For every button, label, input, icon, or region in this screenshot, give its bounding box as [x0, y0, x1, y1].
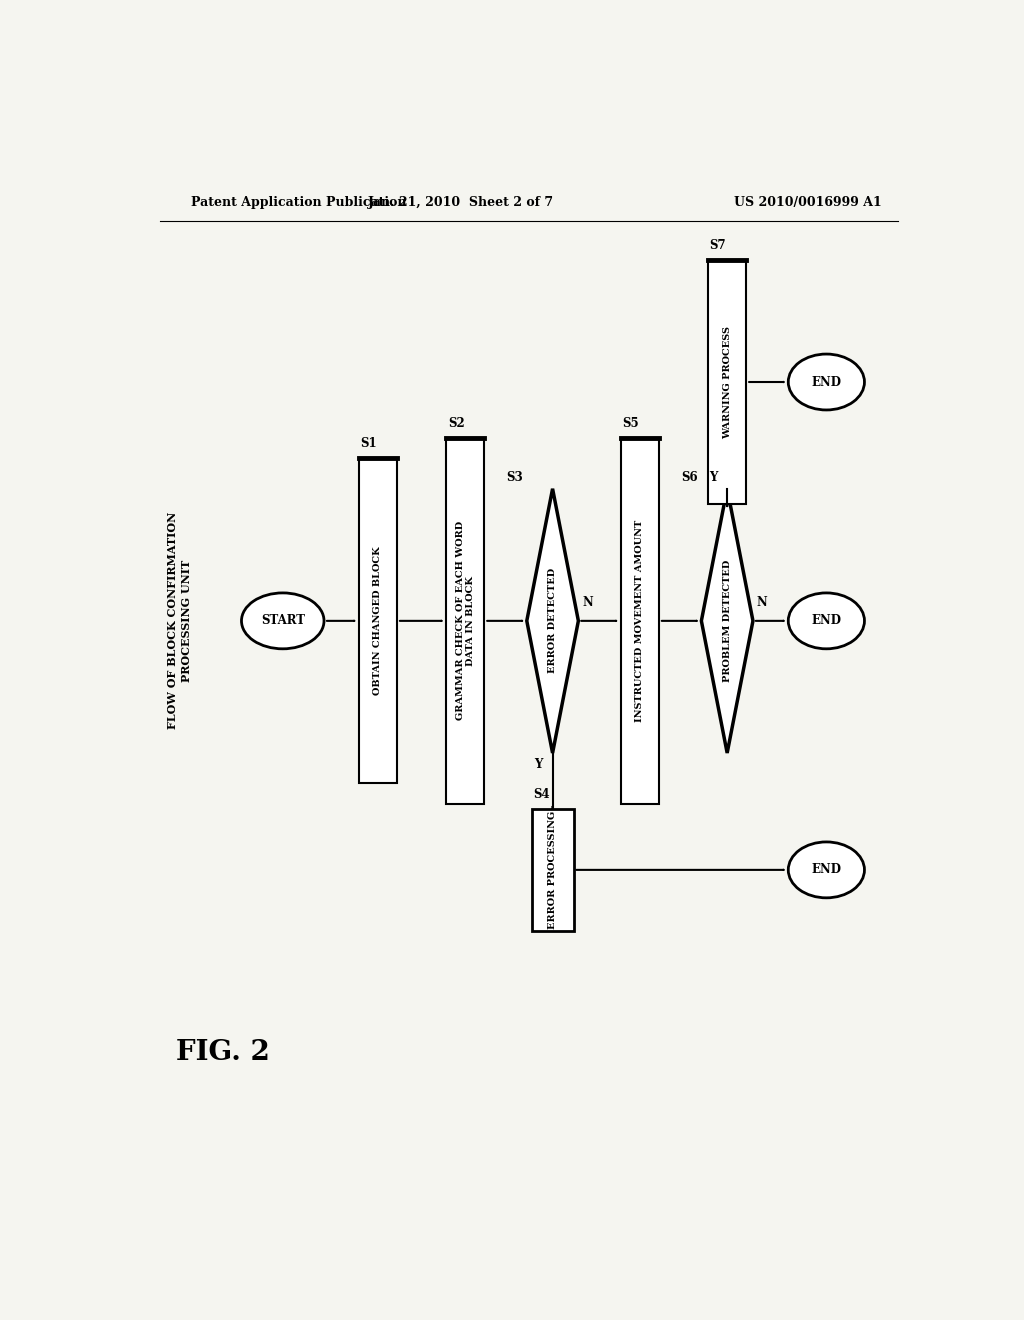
Text: S5: S5 — [623, 417, 639, 430]
Text: START: START — [261, 614, 305, 627]
Text: S6: S6 — [681, 471, 697, 483]
Text: S3: S3 — [506, 471, 523, 483]
Text: FIG. 2: FIG. 2 — [176, 1039, 269, 1067]
Text: GRAMMAR CHECK OF EACH WORD
DATA IN BLOCK: GRAMMAR CHECK OF EACH WORD DATA IN BLOCK — [456, 521, 475, 721]
Polygon shape — [621, 438, 658, 804]
Ellipse shape — [242, 593, 324, 649]
Polygon shape — [709, 260, 746, 504]
Text: ERROR PROCESSING: ERROR PROCESSING — [548, 810, 557, 929]
Ellipse shape — [788, 354, 864, 411]
Polygon shape — [526, 488, 579, 752]
Polygon shape — [359, 458, 397, 784]
Text: S7: S7 — [710, 239, 726, 252]
Text: N: N — [757, 597, 768, 609]
Text: Jan. 21, 2010  Sheet 2 of 7: Jan. 21, 2010 Sheet 2 of 7 — [369, 195, 554, 209]
Ellipse shape — [788, 593, 864, 649]
Text: ERROR DETECTED: ERROR DETECTED — [548, 569, 557, 673]
Text: US 2010/0016999 A1: US 2010/0016999 A1 — [734, 195, 882, 209]
Text: S2: S2 — [447, 417, 465, 430]
Text: WARNING PROCESS: WARNING PROCESS — [723, 326, 732, 438]
Text: Y: Y — [535, 758, 543, 771]
Polygon shape — [446, 438, 484, 804]
Text: OBTAIN CHANGED BLOCK: OBTAIN CHANGED BLOCK — [374, 546, 383, 696]
Polygon shape — [531, 809, 573, 931]
Text: END: END — [811, 614, 842, 627]
Polygon shape — [701, 488, 753, 752]
Text: S4: S4 — [534, 788, 550, 801]
Text: END: END — [811, 863, 842, 876]
Text: FLOW OF BLOCK CONFIRMATION
PROCESSING UNIT: FLOW OF BLOCK CONFIRMATION PROCESSING UN… — [167, 512, 193, 730]
Text: END: END — [811, 375, 842, 388]
Text: Patent Application Publication: Patent Application Publication — [191, 195, 407, 209]
Text: S1: S1 — [360, 437, 377, 450]
Ellipse shape — [788, 842, 864, 898]
Text: INSTRUCTED MOVEMENT AMOUNT: INSTRUCTED MOVEMENT AMOUNT — [635, 520, 644, 722]
Text: N: N — [583, 597, 593, 609]
Text: Y: Y — [709, 471, 717, 483]
Text: PROBLEM DETECTED: PROBLEM DETECTED — [723, 560, 732, 682]
